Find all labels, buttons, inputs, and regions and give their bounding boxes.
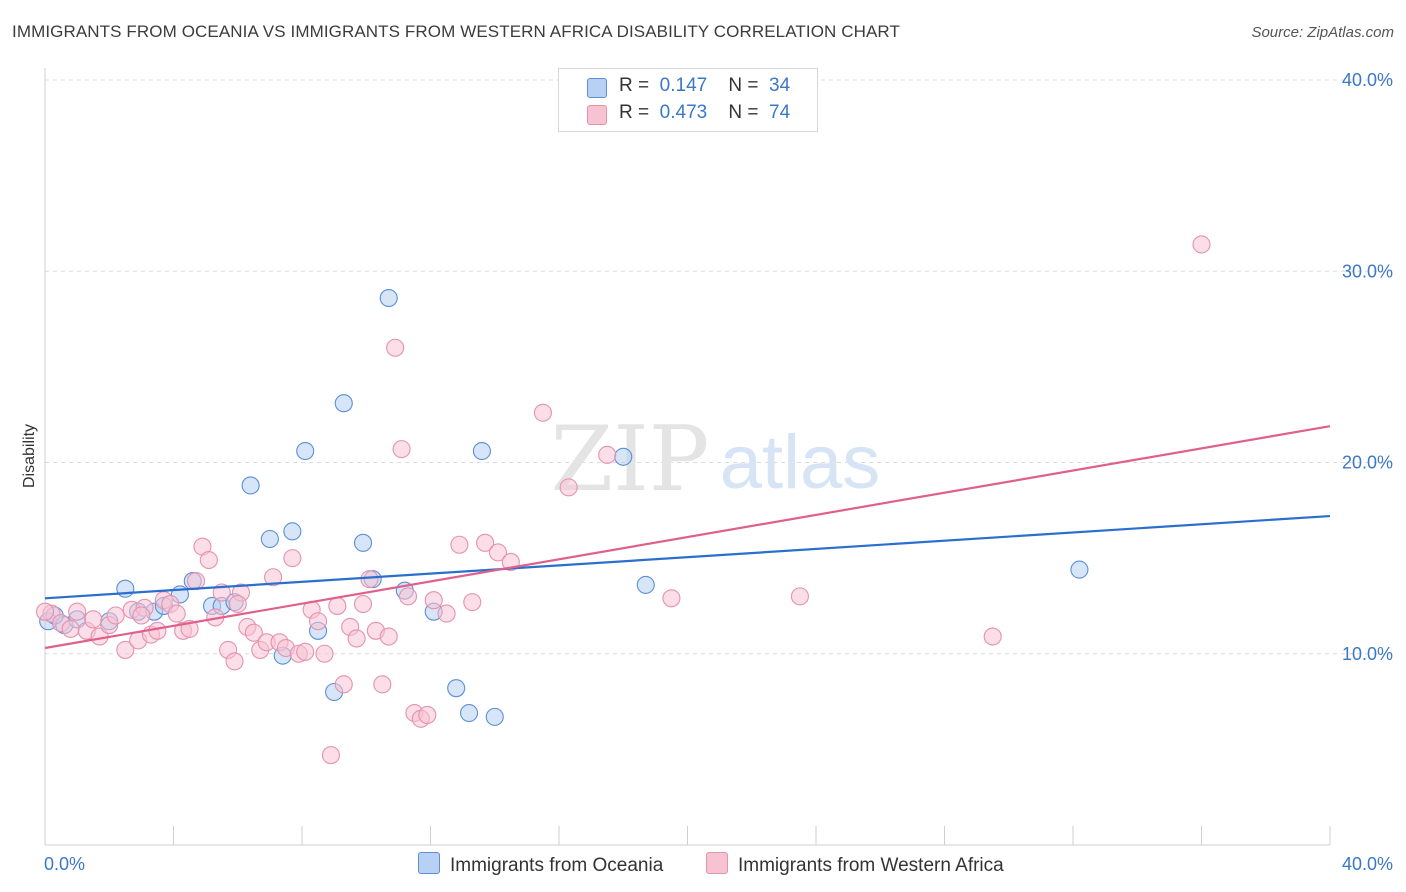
bottom-legend-label-western-africa: Immigrants from Western Africa [738,855,1004,876]
y-tick-label: 30.0% [1342,261,1393,281]
stats-legend: R = 0.147 N = 34 R = 0.473 N = 74 [558,68,818,132]
point-western-africa [488,543,508,562]
point-oceania [379,288,398,308]
trend-line-oceania [44,514,1331,600]
point-western-africa [225,652,244,671]
point-western-africa [132,606,151,625]
point-oceania [334,394,353,413]
y-tick-label: 40.0% [1342,70,1393,90]
axes [44,68,1331,846]
point-western-africa [360,570,379,589]
y-tick-label: 20.0% [1342,453,1393,473]
source-label: Source: ZipAtlas.com [1251,24,1394,41]
bottom-legend-oceania: Immigrants from Oceania [418,852,663,877]
point-western-africa [328,596,347,615]
legend-n-value: 34 [769,75,791,96]
point-western-africa [334,675,353,694]
legend-n-label: N = [728,75,759,96]
point-western-africa [106,606,125,625]
point-western-africa [598,445,617,464]
point-oceania [614,447,633,466]
point-western-africa [244,623,263,642]
point-western-africa [35,602,55,621]
point-western-africa [61,619,80,638]
series-western-africa-points [35,235,1211,765]
point-oceania [485,707,504,726]
point-oceania [241,476,260,495]
point-oceania [296,441,315,461]
point-western-africa [296,642,315,661]
y-tick-label: 10.0% [1342,644,1393,664]
bottom-legend-swatch-oceania [418,852,440,874]
chart-title: IMMIGRANTS FROM OCEANIA VS IMMIGRANTS FR… [12,22,900,41]
point-western-africa [167,604,186,623]
point-western-africa [116,640,135,659]
x-tick-label: 40.0% [1342,854,1393,874]
point-western-africa [392,440,411,459]
point-western-africa [264,568,283,587]
point-western-africa [533,403,552,422]
bottom-legend-swatch-western-africa [706,852,728,874]
legend-r-value: 0.147 [659,75,708,96]
point-western-africa [559,478,578,497]
tick-labels: 10.0% 20.0% 30.0% 40.0% 0.0% 40.0% [44,70,1393,874]
x-tick-label: 0.0% [44,854,85,874]
point-oceania [1070,560,1089,579]
point-western-africa [476,533,495,552]
point-western-africa [315,644,334,663]
trend-line-western-africa [44,425,1331,650]
point-western-africa [309,612,328,631]
watermark-atlas: atlas [720,420,881,505]
legend-swatch-oceania [587,78,607,98]
point-western-africa [68,602,87,621]
point-western-africa [437,604,456,623]
legend-n-label: N = [728,102,759,123]
point-western-africa [424,591,443,610]
point-western-africa [450,535,469,554]
point-oceania [472,441,491,461]
point-western-africa [84,610,103,629]
y-axis-label: Disability [21,424,38,488]
point-western-africa [983,627,1002,646]
bottom-legend-western-africa: Immigrants from Western Africa [706,852,1004,877]
point-western-africa [386,338,405,357]
point-western-africa [463,593,482,612]
point-oceania [447,679,466,698]
legend-r-value: 0.473 [659,102,708,123]
point-western-africa [790,587,809,606]
point-western-africa [1192,235,1211,254]
point-western-africa [283,549,302,568]
point-western-africa [398,587,418,606]
point-western-africa [662,589,681,608]
point-western-africa [186,572,206,591]
point-western-africa [321,746,340,765]
grid-lines [45,79,1392,655]
point-western-africa [353,594,373,614]
point-oceania [260,529,279,549]
legend-swatch-western-africa [587,105,607,125]
point-western-africa [418,705,437,725]
legend-n-value: 74 [769,102,791,123]
point-oceania [353,533,373,552]
point-western-africa [373,675,392,694]
bottom-legend-label-oceania: Immigrants from Oceania [450,855,664,876]
point-western-africa [148,621,167,640]
point-oceania [636,575,655,594]
point-oceania [283,522,302,541]
point-western-africa [199,550,218,570]
point-oceania [459,703,479,723]
point-western-africa [379,627,398,646]
trend-lines [44,425,1331,650]
legend-r-label: R = [619,75,650,96]
legend-r-label: R = [619,102,650,123]
point-western-africa [228,594,247,614]
point-western-africa [347,629,366,648]
point-oceania [116,579,135,598]
